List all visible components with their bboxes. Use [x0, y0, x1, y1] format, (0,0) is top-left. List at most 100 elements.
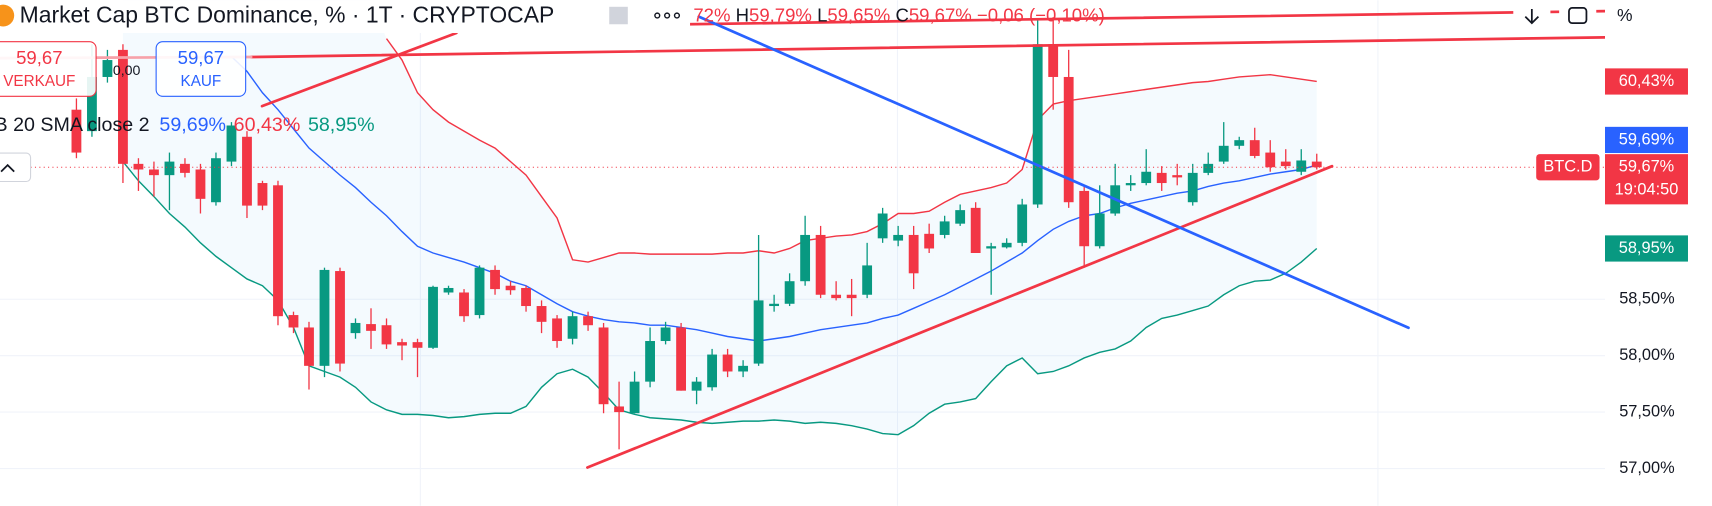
buy-button[interactable]	[155, 41, 247, 97]
candle-body	[1311, 161, 1322, 168]
trend-line[interactable]	[260, 31, 458, 108]
candle-body	[149, 169, 159, 176]
candle-body	[521, 287, 531, 307]
trend-line[interactable]	[586, 164, 1334, 469]
chart-title[interactable]: Market Cap BTC Dominance, % · 1T · CRYPT…	[20, 2, 555, 28]
candle-body	[753, 300, 764, 364]
candle-body	[118, 49, 128, 164]
candle-body	[536, 306, 547, 322]
candle-body	[428, 286, 438, 348]
candle-body	[257, 183, 268, 206]
band-label: 60,43%	[1619, 72, 1675, 90]
flag-icon[interactable]	[609, 6, 628, 25]
candle-body	[226, 125, 237, 162]
symbol-tag	[1536, 154, 1600, 181]
band-line	[385, 38, 1317, 263]
band-line	[230, 56, 1317, 342]
ohlc-key: C	[895, 5, 908, 26]
candle-body	[552, 318, 562, 342]
candle-body	[1125, 183, 1136, 186]
candle-body	[1187, 172, 1198, 203]
candle-body	[133, 163, 144, 170]
price-labels: BTC.D 59,67% 19:04:50 59,69% 60,43% 58,95%	[0, 68, 1688, 262]
candle-body	[1048, 44, 1059, 77]
sell-price: 59,67	[16, 47, 62, 68]
trend-line[interactable]	[249, 35, 1607, 59]
candle-body	[893, 234, 904, 241]
band-label: 58,95%	[1619, 239, 1675, 257]
candle-body	[1079, 190, 1090, 247]
drawings	[0, 9, 1607, 469]
screen-icon	[1568, 7, 1588, 25]
candle-body	[1094, 213, 1105, 247]
y-tick-label: 57,00%	[1619, 459, 1675, 477]
indicator-value: 60,43%	[234, 114, 301, 136]
candle-body	[831, 294, 842, 299]
header-background	[0, 0, 691, 33]
candle-body	[288, 315, 299, 328]
candle-body	[211, 158, 221, 203]
candle-body	[1032, 44, 1043, 205]
bollinger-bands	[122, 0, 1318, 436]
candle-body	[660, 327, 671, 342]
symbol-icon	[0, 4, 15, 27]
ohlc-value: 59,79%	[749, 5, 812, 26]
candle-body	[87, 76, 97, 132]
candle-body	[1063, 76, 1074, 203]
candle-body	[691, 381, 702, 391]
candle-body	[490, 269, 500, 290]
trend-line[interactable]	[697, 15, 1410, 330]
candle-body	[908, 234, 919, 274]
candle-body	[164, 161, 175, 176]
candle-body	[195, 169, 206, 199]
y-tick-label: 58,50%	[1619, 290, 1675, 308]
candle-body	[598, 327, 609, 405]
collapse-button[interactable]	[0, 152, 32, 183]
ohlc-legend: 72% H59,79% L59,65% C59,67% −0,06 (−0,10…	[693, 5, 1104, 26]
candle-body	[1296, 160, 1307, 172]
trend-line[interactable]	[686, 9, 1607, 26]
candle-body	[1203, 163, 1214, 173]
candle-body	[443, 287, 454, 293]
candle-body	[800, 234, 811, 282]
band-tag	[1605, 235, 1688, 262]
band-tag	[1605, 68, 1688, 95]
candle-body	[273, 185, 283, 317]
candle-body	[707, 354, 718, 388]
candle-body	[645, 341, 655, 382]
candle-body	[459, 292, 469, 317]
axis-unit[interactable]: %	[1617, 5, 1633, 25]
countdown: 19:04:50	[1615, 180, 1679, 198]
candle-body	[567, 316, 578, 339]
candle-body	[412, 342, 423, 348]
candle-body	[319, 269, 330, 366]
indicator-legend[interactable]: B 20 SMA close 2 59,69% 60,43% 58,95%	[0, 114, 375, 136]
candle-body	[505, 285, 516, 291]
candle-body	[583, 316, 593, 326]
candle-body	[1218, 145, 1229, 162]
buy-label: KAUF	[181, 73, 222, 90]
band-line	[122, 161, 1318, 436]
sell-button[interactable]	[0, 41, 97, 97]
candle-body	[1156, 172, 1167, 184]
candle-body	[102, 60, 113, 77]
screenshot-button[interactable]	[1559, 1, 1597, 32]
ohlc-value: 59,65%	[827, 5, 890, 26]
candle-body	[242, 136, 252, 206]
candle-body	[676, 327, 687, 391]
band-tag	[1605, 126, 1688, 154]
sell-label: VERKAUF	[3, 73, 75, 90]
candle-body	[71, 109, 82, 153]
candle-body	[1280, 161, 1291, 167]
candle-body	[955, 210, 966, 224]
ohlc-value: 72%	[693, 5, 730, 26]
candle-body	[815, 234, 826, 295]
candle-body	[1265, 152, 1276, 168]
candle-body	[397, 342, 407, 346]
y-tick-label: 57,50%	[1619, 402, 1675, 420]
candle-body	[366, 324, 376, 331]
more-icon[interactable]	[654, 12, 681, 19]
candle-body	[986, 246, 997, 249]
candle-body	[1141, 171, 1152, 184]
candle-body	[1172, 175, 1183, 178]
